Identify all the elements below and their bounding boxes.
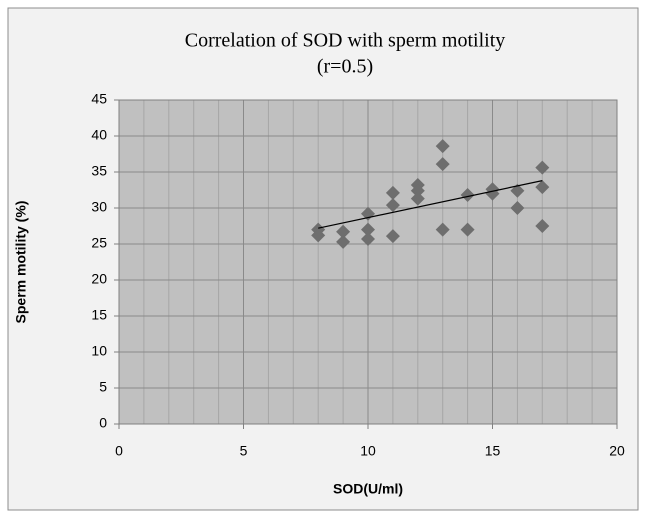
point [410, 183, 425, 198]
point [435, 157, 450, 172]
y-tick-label: 30 [91, 199, 107, 215]
point [385, 185, 400, 200]
x-tick-label: 0 [115, 443, 123, 459]
point [460, 188, 475, 203]
chart-subtitle: (r=0.5) [317, 56, 373, 78]
y-tick-label: 45 [91, 91, 107, 107]
point [385, 229, 400, 244]
y-tick-label: 0 [99, 415, 107, 431]
x-axis-label: SOD(U/ml) [333, 481, 403, 497]
point [460, 222, 475, 237]
y-tick-label: 20 [91, 271, 107, 287]
point [336, 224, 351, 239]
y-tick-label: 40 [91, 127, 107, 143]
point [410, 191, 425, 206]
y-tick-label: 5 [99, 379, 107, 395]
plot-border [118, 99, 618, 425]
point [336, 234, 351, 249]
point [510, 201, 525, 215]
chart-title: Correlation of SOD with sperm motility [185, 30, 506, 52]
trendline [318, 180, 543, 229]
y-tick-label: 10 [91, 343, 107, 359]
x-tick-label: 20 [609, 443, 625, 459]
y-tick-label: 15 [91, 307, 107, 323]
x-tick-label: 10 [360, 443, 376, 459]
point [535, 180, 550, 195]
y-tick-label: 35 [91, 163, 107, 179]
x-tick-label: 5 [240, 443, 248, 459]
point [361, 231, 375, 246]
point [435, 139, 450, 154]
x-tick-label: 15 [485, 443, 501, 459]
point [385, 198, 400, 213]
point [361, 222, 375, 237]
point [435, 222, 450, 237]
y-tick-label: 25 [91, 235, 107, 251]
point [311, 228, 326, 243]
point [535, 160, 550, 175]
y-axis-label: Sperm motility (%) [13, 201, 29, 324]
point [535, 219, 550, 233]
